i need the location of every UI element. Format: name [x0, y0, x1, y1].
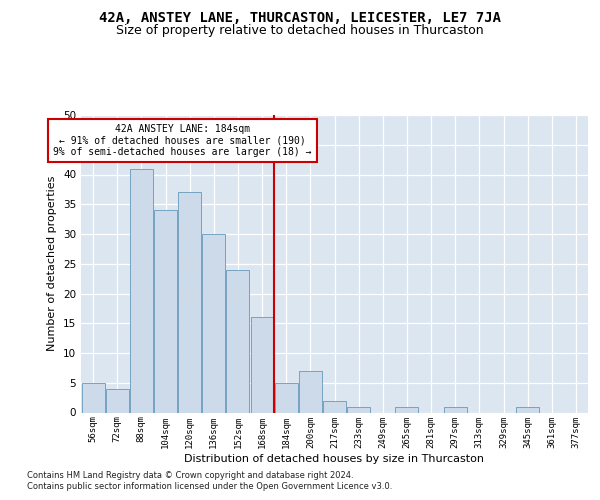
Bar	[395, 406, 418, 412]
X-axis label: Distribution of detached houses by size in Thurcaston: Distribution of detached houses by size …	[185, 454, 485, 464]
Text: 42A, ANSTEY LANE, THURCASTON, LEICESTER, LE7 7JA: 42A, ANSTEY LANE, THURCASTON, LEICESTER,…	[99, 11, 501, 25]
Y-axis label: Number of detached properties: Number of detached properties	[47, 176, 58, 352]
Bar	[275, 383, 298, 412]
Bar	[178, 192, 201, 412]
Text: Contains HM Land Registry data © Crown copyright and database right 2024.: Contains HM Land Registry data © Crown c…	[27, 471, 353, 480]
Text: Contains public sector information licensed under the Open Government Licence v3: Contains public sector information licen…	[27, 482, 392, 491]
Bar	[226, 270, 250, 412]
Bar	[82, 383, 104, 412]
Bar	[516, 406, 539, 412]
Bar	[154, 210, 177, 412]
Bar	[323, 400, 346, 412]
Bar	[299, 371, 322, 412]
Text: 42A ANSTEY LANE: 184sqm
← 91% of detached houses are smaller (190)
9% of semi-de: 42A ANSTEY LANE: 184sqm ← 91% of detache…	[53, 124, 311, 157]
Bar	[202, 234, 225, 412]
Bar	[106, 388, 128, 412]
Bar	[347, 406, 370, 412]
Bar	[130, 168, 153, 412]
Text: Size of property relative to detached houses in Thurcaston: Size of property relative to detached ho…	[116, 24, 484, 37]
Bar	[251, 318, 274, 412]
Bar	[444, 406, 467, 412]
